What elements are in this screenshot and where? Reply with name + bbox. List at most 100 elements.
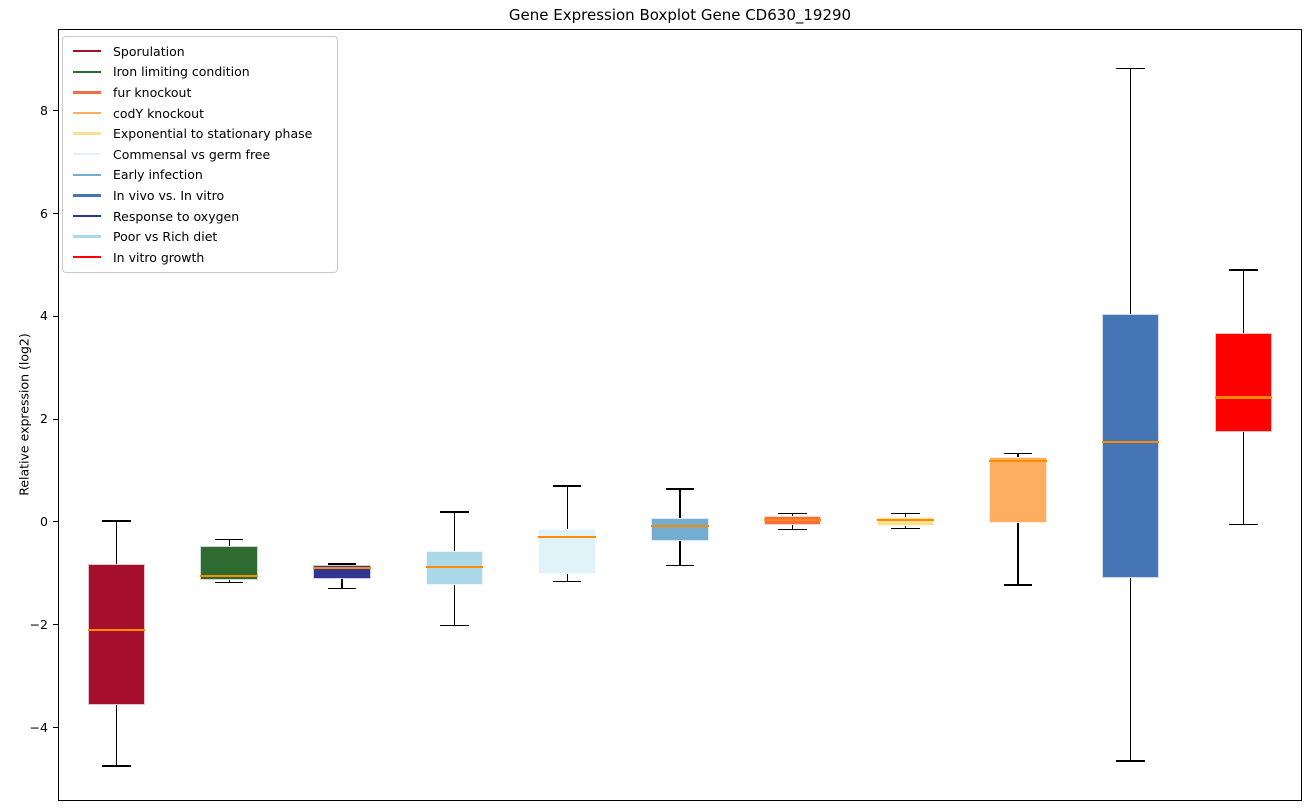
legend-color-swatch: [73, 132, 101, 135]
median-line: [313, 567, 371, 570]
upper-whisker-line: [1242, 270, 1244, 334]
median-line: [1214, 396, 1273, 399]
y-tick-label: −4: [29, 719, 48, 735]
median-line: [87, 629, 146, 632]
lower-whisker-line: [1242, 431, 1244, 525]
legend-color-swatch: [73, 214, 101, 218]
upper-whisker-cap: [214, 538, 244, 541]
legend-color-swatch: [73, 50, 101, 53]
median-line: [989, 459, 1047, 462]
upper-whisker-line: [904, 513, 906, 517]
lower-whisker-line: [115, 705, 118, 767]
legend-color-swatch: [73, 256, 101, 259]
legend-label: Early infection: [113, 167, 203, 183]
y-tick-mark: [53, 418, 58, 420]
legend-label: In vivo vs. In vitro: [113, 187, 225, 203]
upper-whisker-cap: [891, 513, 920, 515]
upper-whisker-cap: [1003, 452, 1033, 455]
y-tick-label: 2: [40, 411, 48, 427]
upper-whisker-cap: [1116, 67, 1145, 70]
legend-color-swatch: [73, 70, 101, 74]
lower-whisker-cap: [327, 588, 357, 590]
lower-whisker-cap: [1003, 584, 1033, 586]
legend-item: fur knockout: [73, 82, 329, 103]
upper-whisker-cap: [327, 563, 357, 565]
median-line: [763, 518, 822, 521]
legend-item: Poor vs Rich diet: [73, 226, 329, 247]
chart-title: Gene Expression Boxplot Gene CD630_19290: [508, 6, 852, 24]
lower-whisker-line: [228, 579, 230, 583]
legend-color-swatch: [73, 153, 101, 156]
legend-label: In vitro growth: [113, 249, 205, 265]
legend-item: Commensal vs germ free: [73, 144, 329, 165]
y-tick-mark: [53, 521, 58, 523]
box-rect: [1101, 313, 1160, 579]
upper-whisker-cap: [102, 520, 131, 522]
y-tick-label: 8: [40, 102, 48, 118]
box-rect: [425, 551, 484, 585]
legend-item: In vivo vs. In vitro: [73, 185, 329, 206]
legend-color-swatch: [73, 194, 101, 197]
upper-whisker-cap: [778, 513, 807, 515]
upper-whisker-line: [453, 512, 456, 552]
y-tick-mark: [53, 624, 58, 626]
lower-whisker-line: [904, 526, 906, 529]
lower-whisker-line: [1017, 522, 1019, 586]
y-tick-mark: [53, 110, 58, 112]
legend: Sporulation Iron limiting condition fur kn…: [62, 36, 338, 273]
upper-whisker-cap: [1229, 269, 1258, 271]
legend-item: Response to oxygen: [73, 206, 329, 227]
y-tick-label: −2: [29, 616, 48, 632]
legend-label: codY knockout: [113, 105, 205, 121]
lower-whisker-line: [341, 579, 343, 589]
lower-whisker-cap: [102, 765, 131, 767]
legend-label: Sporulation: [113, 43, 185, 59]
legend-label: Exponential to stationary phase: [113, 126, 313, 142]
y-tick-label: 0: [40, 513, 48, 529]
upper-whisker-line: [228, 539, 230, 547]
legend-label: Response to oxygen: [113, 208, 240, 224]
legend-item: In vitro growth: [73, 247, 329, 268]
box-rect: [989, 457, 1047, 523]
lower-whisker-cap: [214, 581, 244, 584]
box-rect: [200, 546, 258, 580]
lower-whisker-line: [679, 540, 681, 566]
legend-item: Iron limiting condition: [73, 62, 329, 83]
lower-whisker-cap: [440, 624, 469, 626]
lower-whisker-cap: [665, 564, 695, 567]
median-line: [876, 519, 934, 522]
upper-whisker-line: [791, 513, 794, 516]
legend-item: Sporulation: [73, 41, 329, 62]
legend-color-swatch: [73, 91, 101, 94]
lower-whisker-cap: [1116, 760, 1145, 762]
median-line: [425, 565, 484, 568]
lower-whisker-line: [566, 573, 568, 582]
legend-item: Early infection: [73, 165, 329, 186]
median-line: [200, 575, 258, 578]
y-tick-mark: [53, 315, 58, 317]
lower-whisker-line: [453, 584, 456, 626]
legend-label: Iron limiting condition: [113, 64, 250, 80]
legend-label: Commensal vs germ free: [113, 146, 271, 162]
legend-item: codY knockout: [73, 103, 329, 124]
upper-whisker-line: [566, 485, 568, 530]
legend-label: Poor vs Rich diet: [113, 229, 218, 245]
legend-item: Exponential to stationary phase: [73, 123, 329, 144]
median-line: [1101, 441, 1160, 444]
box-rect: [651, 517, 709, 541]
lower-whisker-cap: [1229, 523, 1258, 526]
upper-whisker-line: [679, 489, 681, 518]
median-line: [651, 524, 709, 528]
legend-label: fur knockout: [113, 84, 192, 100]
y-tick-mark: [53, 726, 58, 729]
y-tick-mark: [53, 212, 58, 215]
median-line: [538, 536, 596, 539]
lower-whisker-cap: [778, 528, 807, 531]
upper-whisker-line: [1129, 68, 1132, 314]
upper-whisker-cap: [665, 488, 695, 490]
legend-color-swatch: [73, 173, 101, 177]
upper-whisker-cap: [552, 485, 582, 487]
lower-whisker-line: [1129, 578, 1132, 761]
lower-whisker-line: [791, 524, 794, 530]
